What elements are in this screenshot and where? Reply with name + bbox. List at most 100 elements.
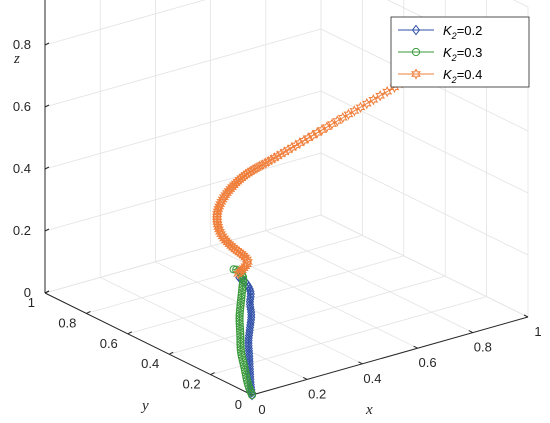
z-tick-mark [44, 228, 50, 232]
grid-line [320, 152, 529, 256]
tick-labels: 00.20.40.60.8100.20.40.60.8100.20.40.60.… [13, 37, 542, 417]
z-tick-label: 0.6 [13, 99, 31, 114]
series-2-point [237, 348, 246, 357]
series-lines [211, 52, 450, 401]
x-tick-label: 0.2 [308, 386, 326, 401]
x-tick-mark [413, 345, 418, 349]
grid-line [155, 261, 363, 365]
series-3-point [212, 208, 223, 220]
grid-line [100, 277, 308, 380]
series-2-point [238, 280, 247, 289]
series-3-point [337, 111, 348, 124]
legend-label-3: K2=0.4 [443, 67, 482, 85]
series-3-point [332, 115, 343, 127]
series-3-point [316, 124, 327, 136]
series-2 [229, 265, 257, 400]
series-2-point [238, 283, 247, 292]
series-3-point [212, 213, 223, 226]
series-3-point [355, 101, 366, 114]
legend-marker-1 [411, 24, 421, 36]
series-2-point [236, 298, 245, 308]
y-tick-mark [168, 351, 174, 355]
z-axis-label: z [13, 51, 20, 67]
series-3-point [303, 132, 314, 144]
series-2-point [235, 309, 244, 318]
series-3-point [214, 223, 224, 236]
y-tick-label: 0.2 [183, 377, 201, 392]
series-3-point [226, 240, 237, 252]
series-2-point [236, 296, 246, 305]
legend-marker-2 [411, 47, 421, 57]
series-3-point [321, 121, 332, 133]
series-3 [211, 52, 450, 280]
x-axis-label: x [365, 402, 373, 418]
series-2-point [236, 342, 245, 352]
series-2-point [236, 335, 245, 344]
x-tick-label: 0.8 [474, 340, 492, 355]
axis-lines [44, 0, 529, 396]
grid-line [44, 90, 322, 170]
series-3-point [269, 152, 280, 164]
z-tick-mark [44, 166, 50, 170]
grid-line [127, 255, 404, 335]
series-2-point [239, 275, 248, 284]
x-tick-mark [302, 376, 308, 380]
z-tick-label: 0.4 [13, 161, 31, 176]
grid-lines [44, 0, 529, 396]
series-3-point [212, 216, 223, 228]
series-2-point [235, 317, 244, 326]
y-tick-label: 0.6 [100, 336, 118, 351]
z-tick-mark [44, 290, 50, 294]
series-2-point [236, 329, 245, 339]
series-2-point [236, 340, 245, 349]
x-tick-mark [523, 314, 529, 318]
x-tick-label: 0 [258, 402, 265, 417]
grid-line [320, 214, 529, 318]
y-axis-line [44, 292, 253, 396]
grid-line [210, 296, 487, 375]
legend-item-3: K2=0.4 [398, 67, 482, 85]
y-tick-label: 0.8 [58, 315, 76, 330]
grid-line [169, 275, 446, 355]
series-2-point [235, 314, 244, 323]
z-tick-mark [44, 42, 50, 46]
grid-line [44, 214, 322, 294]
y-axis-label: y [140, 398, 149, 414]
series-3-point [260, 157, 271, 169]
series-2-point [236, 337, 245, 346]
series-3-line [216, 54, 450, 275]
legend: K2=0.2 K2=0.3 K2=0.4 [390, 16, 530, 88]
x-tick-label: 1 [534, 324, 541, 339]
legend-item-1: K2=0.2 [398, 23, 482, 41]
y-tick-label: 0.4 [141, 356, 159, 371]
z-tick-label: 0.8 [13, 37, 31, 52]
y-tick-label: 1 [28, 295, 35, 310]
x-tick-label: 0.6 [419, 355, 437, 370]
series-2-point [235, 311, 244, 321]
grid-line [44, 152, 322, 232]
series-2-point [237, 291, 246, 300]
series-3-point [230, 177, 241, 190]
series-2-point [236, 345, 245, 354]
series-3-point [232, 175, 243, 188]
series-2-point [235, 322, 244, 331]
series-3-point [368, 93, 379, 106]
series-3-point [307, 129, 318, 142]
y-tick-mark [86, 310, 91, 314]
y-tick-mark [210, 372, 215, 376]
y-tick-label: 0 [235, 397, 242, 412]
series-3-point [257, 158, 268, 171]
grid-line [86, 235, 363, 314]
series-2-point [235, 324, 245, 334]
legend-item-2: K2=0.3 [398, 45, 482, 63]
series-3-point [349, 105, 360, 117]
grid-line [44, 0, 206, 46]
y-tick-mark [127, 331, 133, 335]
series-3-point [361, 97, 372, 110]
legend-label-2: K2=0.3 [443, 45, 482, 63]
series-3-point [326, 118, 337, 130]
series-2-point [236, 304, 245, 313]
legend-marker-3 [411, 68, 421, 80]
series-2-point [236, 327, 245, 336]
